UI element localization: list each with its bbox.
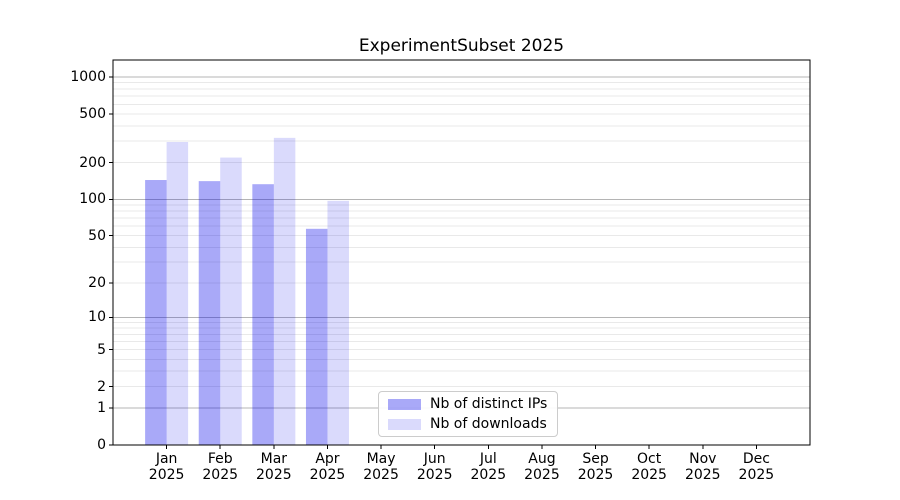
x-tick-month: May [366, 451, 396, 467]
legend-item-distinct-ips: Nb of distinct IPs [388, 396, 547, 413]
x-tick-month: Dec [742, 451, 770, 467]
y-tick-label-20: 20 [88, 274, 106, 291]
x-tick-year: 2025 [148, 467, 185, 483]
plot-border [112, 59, 811, 446]
x-tick-year: 2025 [631, 467, 667, 483]
x-tick-month: Aug [528, 451, 556, 467]
legend-label-downloads: Nb of downloads [430, 415, 547, 432]
x-tick-label-apr: Apr 2025 [294, 451, 360, 483]
legend: Nb of distinct IPs Nb of downloads [378, 391, 559, 437]
y-tick-label-2: 2 [97, 378, 106, 395]
x-tick-month: Feb [207, 451, 233, 467]
x-tick-label-may: May 2025 [348, 451, 414, 483]
bar-downloads-mar [273, 137, 296, 446]
x-tick-year: 2025 [470, 467, 507, 483]
x-tick-year: 2025 [416, 467, 453, 483]
y-tick-label-1000: 1000 [70, 69, 106, 86]
bar-distinct-ips-feb [198, 181, 221, 446]
legend-swatch-distinct-ips [388, 398, 421, 410]
x-tick-label-jul: Jul 2025 [455, 451, 521, 483]
x-tick-month: Apr [315, 451, 340, 467]
x-tick-month: Sep [582, 451, 609, 467]
y-tick-label-200: 200 [79, 154, 106, 171]
legend-item-downloads: Nb of downloads [388, 416, 547, 433]
bar-distinct-ips-apr [305, 228, 328, 445]
x-tick-month: Jan [155, 451, 178, 467]
x-tick-label-feb: Feb 2025 [187, 451, 253, 483]
x-tick-year: 2025 [524, 467, 560, 483]
x-tick-year: 2025 [309, 467, 346, 483]
x-tick-label-mar: Mar 2025 [241, 451, 307, 483]
x-tick-month: Oct [637, 451, 662, 467]
y-tick-label-1: 1 [97, 400, 106, 417]
bar-distinct-ips-mar [252, 184, 274, 445]
chart-title: ExperimentSubset 2025 [358, 36, 565, 56]
bar-downloads-jan [166, 142, 189, 445]
y-tick-label-100: 100 [79, 191, 106, 208]
x-tick-year: 2025 [577, 467, 614, 483]
legend-label-distinct-ips: Nb of distinct IPs [430, 395, 548, 412]
x-tick-label-nov: Nov 2025 [670, 451, 736, 483]
x-tick-year: 2025 [363, 467, 399, 483]
y-tick-label-50: 50 [88, 227, 106, 244]
x-tick-year: 2025 [684, 467, 721, 483]
y-tick-label-5: 5 [97, 341, 106, 358]
x-tick-year: 2025 [202, 467, 239, 483]
x-tick-month: Mar [260, 451, 288, 467]
x-tick-label-dec: Dec 2025 [723, 451, 789, 483]
x-tick-label-aug: Aug 2025 [509, 451, 575, 483]
y-tick-label-500: 500 [79, 105, 106, 122]
x-tick-label-oct: Oct 2025 [616, 451, 682, 483]
bar-downloads-feb [220, 157, 242, 445]
x-tick-month: Jul [479, 451, 497, 467]
x-tick-year: 2025 [256, 467, 292, 483]
y-tick-label-0: 0 [97, 437, 106, 453]
x-tick-label-jun: Jun 2025 [402, 451, 468, 483]
bar-downloads-apr [327, 200, 349, 445]
x-tick-year: 2025 [738, 467, 775, 483]
x-tick-month: Jun [423, 451, 446, 467]
legend-swatch-downloads [388, 418, 421, 430]
y-tick-label-10: 10 [88, 309, 106, 326]
x-tick-label-jan: Jan 2025 [134, 451, 200, 483]
bar-distinct-ips-jan [145, 180, 167, 445]
x-tick-month: Nov [689, 451, 717, 467]
x-tick-label-sep: Sep 2025 [563, 451, 629, 483]
